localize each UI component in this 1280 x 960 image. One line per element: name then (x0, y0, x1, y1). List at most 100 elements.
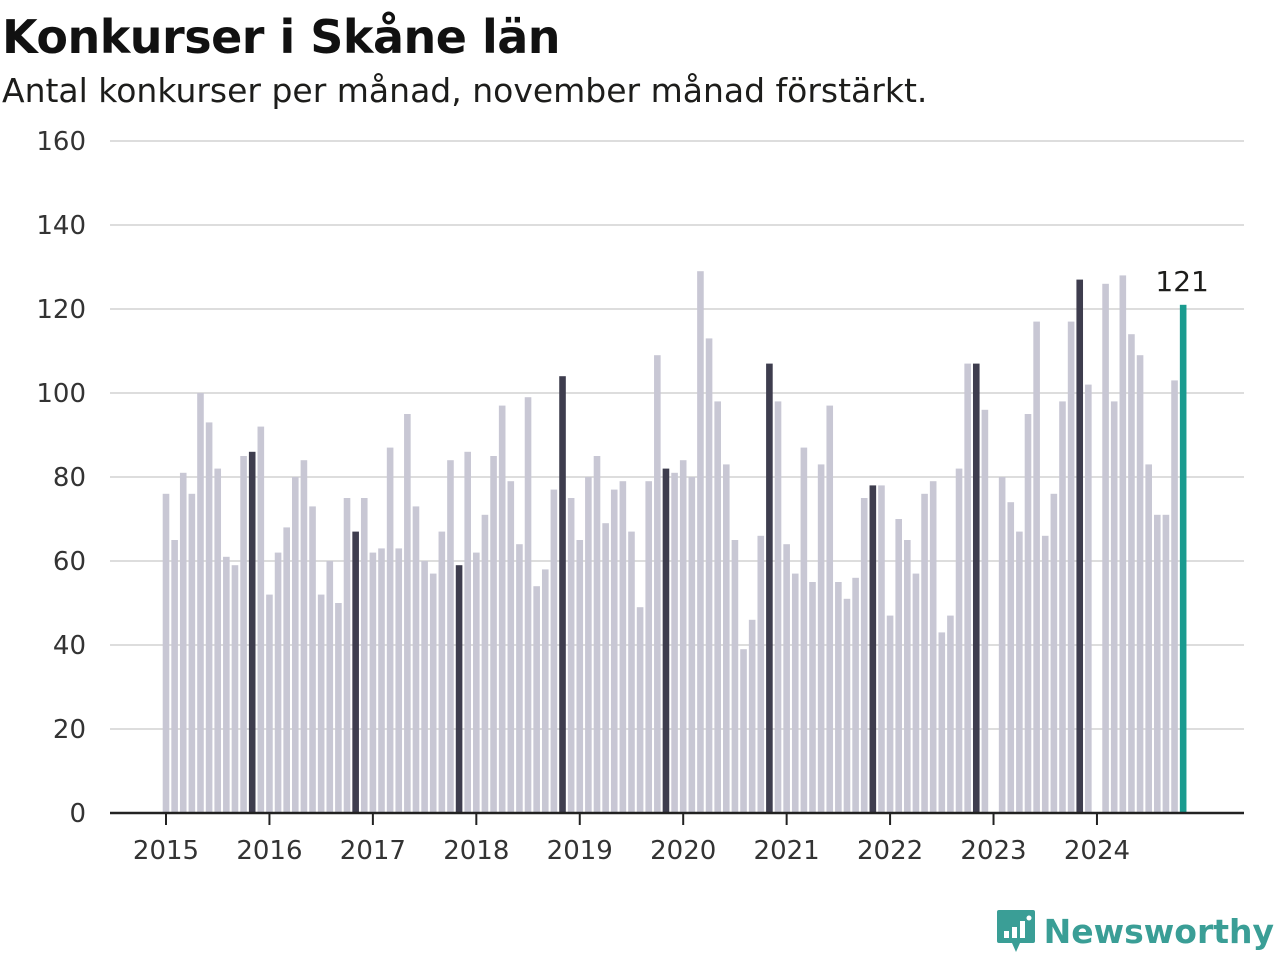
x-tick-label: 2022 (857, 836, 923, 866)
bar (317, 594, 325, 813)
bar (266, 594, 273, 813)
bar (360, 498, 368, 813)
bar (248, 451, 256, 813)
bar (223, 556, 230, 813)
y-tick-label: 140 (36, 211, 86, 241)
bar (1128, 334, 1135, 813)
bar (826, 405, 834, 813)
bars (162, 271, 1187, 814)
bar (947, 615, 954, 813)
y-tick-label: 100 (36, 379, 86, 409)
bar (326, 561, 334, 813)
bar (774, 401, 782, 813)
bar (1050, 493, 1058, 813)
bar (1136, 355, 1144, 813)
bar (860, 498, 868, 813)
bar (981, 409, 989, 813)
bar (714, 401, 721, 813)
bar (654, 355, 661, 813)
bar (757, 535, 765, 813)
bar (1162, 514, 1170, 813)
bar (1041, 535, 1049, 813)
bar (895, 519, 902, 813)
bar (791, 573, 799, 813)
bar (343, 498, 351, 813)
bar (671, 472, 678, 813)
bar (429, 573, 437, 813)
bar (697, 271, 704, 813)
bar (904, 540, 911, 813)
y-axis-labels: 0 20 40 60 80 100 120 140 160 (36, 127, 86, 829)
bar (162, 493, 170, 813)
bar (464, 451, 471, 813)
y-tick-label: 80 (53, 463, 86, 493)
bar (1110, 401, 1118, 813)
bar (1059, 401, 1066, 813)
bar (835, 582, 842, 813)
bar (516, 544, 523, 813)
bar (1033, 321, 1040, 813)
bar (869, 485, 877, 813)
bar (1085, 384, 1092, 813)
bar (740, 649, 747, 813)
bar (1102, 283, 1109, 813)
bar (498, 405, 506, 813)
bar (524, 397, 532, 813)
bar (274, 552, 282, 813)
bar (257, 426, 265, 813)
bar (800, 447, 808, 813)
bar (593, 456, 601, 813)
bar (688, 477, 696, 813)
x-tick-label: 2018 (443, 836, 509, 866)
bar (404, 414, 411, 813)
bar (705, 338, 713, 813)
y-tick-label: 40 (53, 631, 86, 661)
brand-logo: Newsworthy (996, 908, 1274, 954)
bar (412, 506, 420, 813)
bar (1145, 464, 1152, 813)
bar (205, 422, 213, 813)
bar (309, 506, 316, 813)
x-tick-label: 2019 (547, 836, 613, 866)
bar (283, 527, 290, 813)
bar (473, 552, 480, 813)
bar (817, 464, 825, 813)
bar (231, 565, 239, 813)
bar (197, 393, 204, 813)
chart-subtitle: Antal konkurser per månad, november måna… (2, 71, 928, 110)
bar (1154, 514, 1161, 813)
x-tick-label: 2016 (236, 836, 302, 866)
bar (1171, 380, 1178, 813)
bar (455, 565, 463, 813)
bar (567, 498, 575, 813)
x-tick-label: 2024 (1064, 836, 1130, 866)
bar (292, 477, 299, 813)
bar (507, 481, 515, 813)
bar (998, 477, 1006, 813)
bar (352, 531, 359, 813)
bar (559, 376, 566, 813)
bar (602, 523, 609, 813)
annotations: 121 (1155, 265, 1208, 298)
x-tick-label: 2017 (340, 836, 406, 866)
x-axis: 2015 2016 2017 2018 2019 2020 2021 2022 2023 2024 (110, 811, 1244, 866)
bar (335, 603, 342, 813)
bar (878, 485, 885, 813)
bar (541, 569, 549, 813)
bar (748, 619, 756, 813)
bar (533, 586, 540, 813)
bar (171, 540, 178, 813)
bar (645, 481, 653, 813)
bar (447, 460, 454, 813)
bar (610, 489, 618, 813)
chart-title: Konkurser i Skåne län (2, 10, 561, 64)
bar (378, 548, 385, 813)
bar (938, 632, 946, 813)
bar (1119, 275, 1127, 813)
bar (921, 493, 928, 813)
bar (550, 489, 558, 813)
data-label: 121 (1155, 265, 1208, 298)
bar (1007, 502, 1015, 813)
bar (972, 363, 980, 813)
